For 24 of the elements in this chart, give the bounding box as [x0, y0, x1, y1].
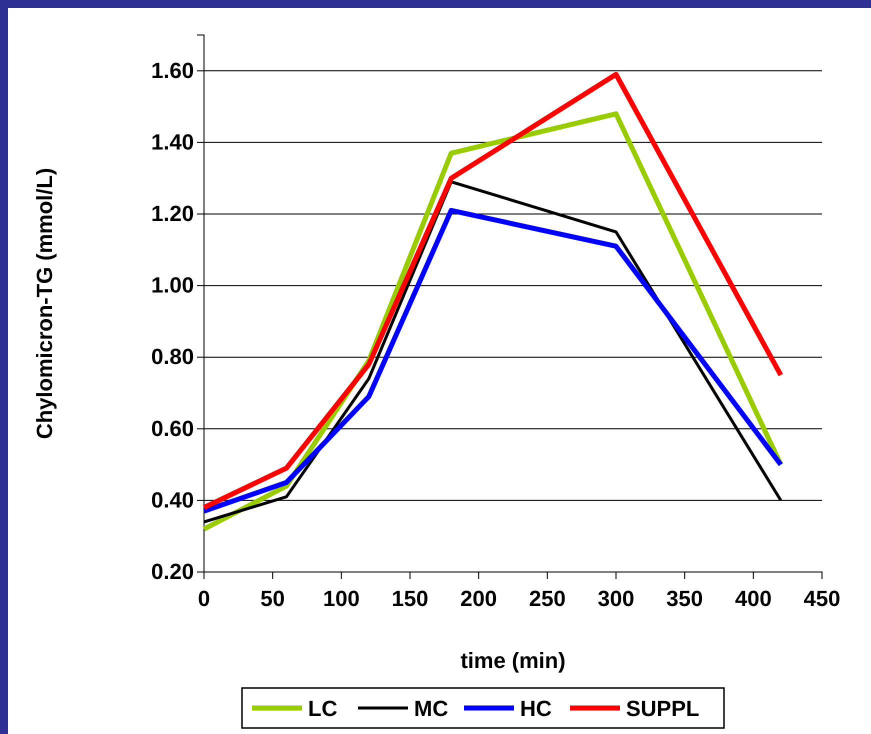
y-axis-title: Chylomicron-TG (mmol/L) [32, 168, 57, 440]
x-tick-label: 450 [804, 586, 840, 612]
x-tick-label: 50 [260, 586, 285, 612]
legend-label: HC [520, 696, 552, 721]
legend-label: MC [414, 696, 448, 721]
y-tick-label: 1.20 [151, 201, 194, 226]
x-tick-label: 350 [666, 586, 704, 612]
x-tick-label: 150 [392, 586, 428, 612]
x-tick-label: 0 [198, 586, 210, 612]
y-tick-label: 1.40 [151, 129, 194, 154]
legend-label: SUPPL [626, 696, 700, 721]
y-tick-label: 0.80 [151, 344, 194, 370]
x-tick-label: 250 [528, 586, 566, 612]
x-tick-label: 200 [460, 586, 498, 612]
y-tick-label: 1.00 [151, 272, 194, 298]
x-axis-title: time (min) [460, 648, 566, 673]
x-tick-label: 100 [322, 586, 360, 612]
x-tick-label: 300 [598, 586, 634, 612]
y-tick-label: 1.60 [151, 58, 194, 83]
y-tick-label: 0.20 [151, 559, 194, 584]
legend-label: LC [308, 696, 338, 721]
y-tick-label: 0.60 [151, 416, 194, 441]
y-tick-label: 0.40 [151, 487, 194, 512]
x-tick-label: 400 [734, 586, 772, 612]
